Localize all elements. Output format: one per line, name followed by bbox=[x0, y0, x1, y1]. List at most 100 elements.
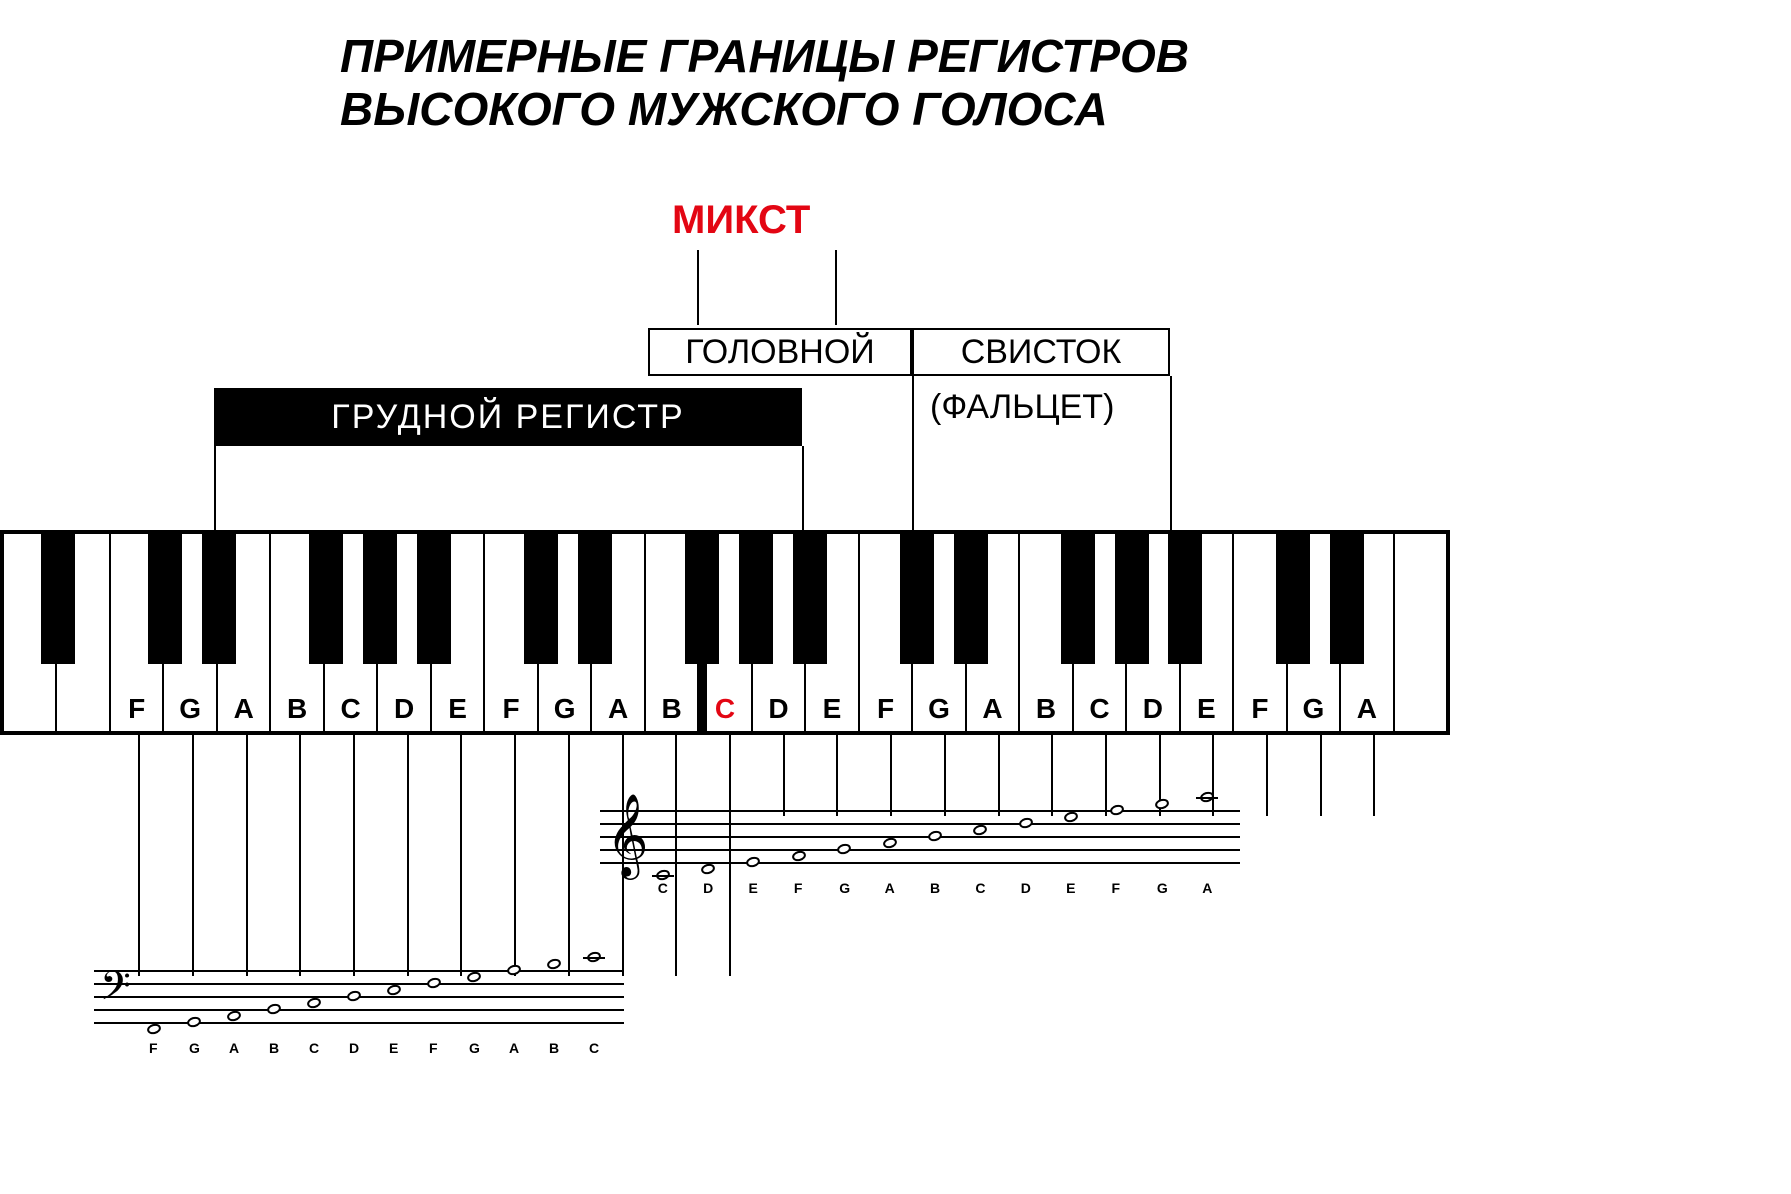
key-label: F bbox=[1251, 693, 1268, 725]
key-label: G bbox=[554, 693, 576, 725]
key-label: A bbox=[1357, 693, 1377, 725]
key-label: A bbox=[234, 693, 254, 725]
black-key bbox=[793, 534, 827, 664]
key-label: D bbox=[768, 693, 788, 725]
black-key bbox=[685, 534, 719, 664]
chest-register-box: ГРУДНОЙ РЕГИСТР bbox=[214, 388, 802, 446]
note-connector-line bbox=[514, 735, 516, 976]
black-key bbox=[954, 534, 988, 664]
note-connector-line bbox=[1320, 735, 1322, 816]
note-connector-line bbox=[890, 735, 892, 816]
note-connector-line bbox=[246, 735, 248, 976]
note-connector-line bbox=[192, 735, 194, 976]
note-connector-line bbox=[944, 735, 946, 816]
staff-note-label: C bbox=[589, 1040, 599, 1056]
key-label: D bbox=[1143, 693, 1163, 725]
key-label: B bbox=[287, 693, 307, 725]
note-connector-line bbox=[1051, 735, 1053, 816]
connector-line bbox=[802, 446, 804, 530]
black-key bbox=[524, 534, 558, 664]
connector-line bbox=[1170, 376, 1172, 530]
note-connector-line bbox=[353, 735, 355, 976]
key-label: A bbox=[982, 693, 1002, 725]
staff-note-label: G bbox=[469, 1040, 480, 1056]
staff-note-label: E bbox=[748, 880, 757, 896]
key-label: E bbox=[823, 693, 842, 725]
black-key bbox=[1061, 534, 1095, 664]
staff-note-label: A bbox=[1202, 880, 1212, 896]
black-key bbox=[1276, 534, 1310, 664]
staff-note-label: C bbox=[658, 880, 668, 896]
staff-note-label: F bbox=[794, 880, 803, 896]
note-connector-line bbox=[1105, 735, 1107, 816]
staff-note-label: F bbox=[429, 1040, 438, 1056]
whistle-register-box: СВИСТОК bbox=[912, 328, 1170, 376]
key-label: F bbox=[128, 693, 145, 725]
black-key bbox=[739, 534, 773, 664]
note-connector-line bbox=[836, 735, 838, 816]
black-key bbox=[202, 534, 236, 664]
note-connector-line bbox=[1373, 735, 1375, 816]
key-label: D bbox=[394, 693, 414, 725]
head-register-label: ГОЛОВНОЙ bbox=[685, 333, 874, 372]
note-connector-line bbox=[568, 735, 570, 976]
staff-note-label: D bbox=[1021, 880, 1031, 896]
black-key bbox=[900, 534, 934, 664]
staff-note-label: C bbox=[309, 1040, 319, 1056]
falsetto-label: (ФАЛЬЦЕТ) bbox=[930, 388, 1114, 427]
staff-note-label: A bbox=[885, 880, 895, 896]
black-key bbox=[1115, 534, 1149, 664]
staff-note-label: G bbox=[1157, 880, 1168, 896]
connector-line bbox=[697, 250, 699, 325]
note-connector-line bbox=[998, 735, 1000, 816]
staff-note-label: A bbox=[509, 1040, 519, 1056]
staff-note-label: G bbox=[839, 880, 850, 896]
staff-note-label: F bbox=[1112, 880, 1121, 896]
note-head bbox=[1154, 797, 1170, 810]
note-connector-line bbox=[729, 735, 731, 816]
key-label: E bbox=[1197, 693, 1216, 725]
connector-line bbox=[214, 446, 216, 530]
connector-line bbox=[912, 376, 914, 530]
treble-staff: 𝄞CDEFGABCDEFGA bbox=[600, 810, 1240, 862]
title-line1: ПРИМЕРНЫЕ ГРАНИЦЫ РЕГИСТРОВ bbox=[340, 30, 1189, 83]
key-label: E bbox=[448, 693, 467, 725]
staff-note-label: A bbox=[229, 1040, 239, 1056]
staff-note-label: E bbox=[1066, 880, 1075, 896]
key-label: F bbox=[503, 693, 520, 725]
note-connector-line bbox=[783, 735, 785, 816]
connector-line bbox=[835, 250, 837, 325]
staff-note-label: D bbox=[349, 1040, 359, 1056]
note-connector-line bbox=[460, 735, 462, 976]
note-connector-line bbox=[138, 735, 140, 976]
black-key bbox=[1330, 534, 1364, 664]
note-connector-line bbox=[1266, 735, 1268, 816]
key-label: C bbox=[1089, 693, 1109, 725]
black-key bbox=[41, 534, 75, 664]
key-label: F bbox=[877, 693, 894, 725]
whistle-register-label: СВИСТОК bbox=[961, 333, 1122, 372]
key-label: G bbox=[1302, 693, 1324, 725]
staff-note-label: B bbox=[930, 880, 940, 896]
bass-staff: 𝄢FGABCDEFGABC bbox=[94, 970, 624, 1022]
black-key bbox=[1168, 534, 1202, 664]
treble-clef-icon: 𝄞 bbox=[606, 794, 649, 878]
bass-clef-icon: 𝄢 bbox=[100, 964, 131, 1020]
black-key bbox=[148, 534, 182, 664]
black-key bbox=[309, 534, 343, 664]
staff-note-label: G bbox=[189, 1040, 200, 1056]
key-label: G bbox=[928, 693, 950, 725]
key-label: C bbox=[341, 693, 361, 725]
staff-note-label: C bbox=[975, 880, 985, 896]
head-register-box: ГОЛОВНОЙ bbox=[648, 328, 912, 376]
title-line2: ВЫСОКОГО МУЖСКОГО ГОЛОСА bbox=[340, 83, 1189, 136]
white-key bbox=[1395, 534, 1446, 731]
staff-note-label: B bbox=[549, 1040, 559, 1056]
note-connector-line bbox=[1212, 735, 1214, 816]
note-head bbox=[546, 957, 562, 970]
mixt-label: МИКСТ bbox=[672, 198, 810, 243]
piano-keyboard: FGABCDEFGABCDEFGABCDEFGA bbox=[0, 530, 1450, 735]
staff-note-label: F bbox=[149, 1040, 158, 1056]
key-label: A bbox=[608, 693, 628, 725]
key-label: B bbox=[1036, 693, 1056, 725]
